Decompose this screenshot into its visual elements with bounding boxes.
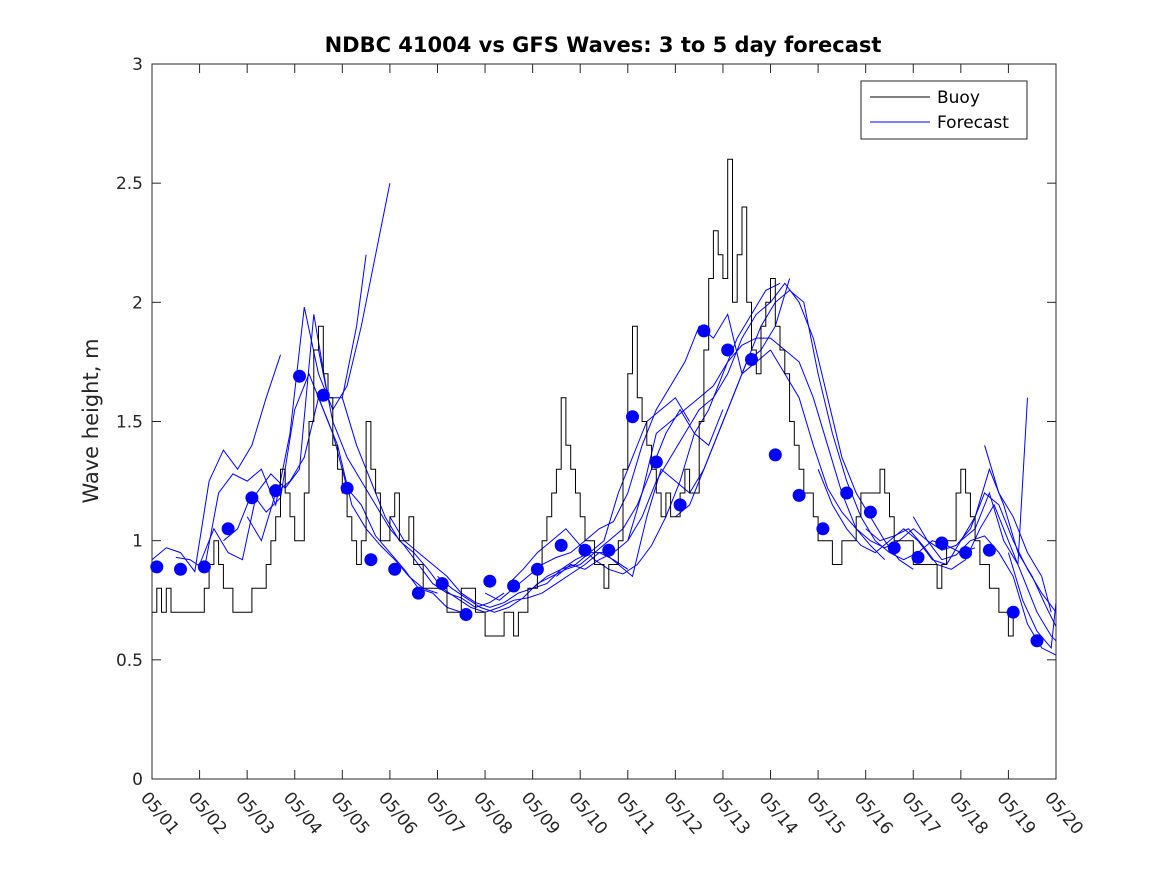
- x-tick-label: 05/01: [136, 788, 183, 838]
- forecast-point: [459, 608, 473, 621]
- forecast-series-line: [817, 467, 1057, 627]
- forecast-point: [935, 536, 949, 550]
- x-tick-label: 05/04: [279, 788, 326, 838]
- forecast-point: [293, 369, 306, 383]
- forecast-point: [602, 543, 616, 557]
- x-tick-label: 05/13: [707, 788, 754, 838]
- x-tick-label: 05/05: [326, 788, 373, 838]
- forecast-series-line: [770, 349, 1057, 613]
- chart-title: NDBC 41004 vs GFS Waves: 3 to 5 day fore…: [325, 33, 882, 57]
- x-tick-label: 05/18: [945, 788, 992, 838]
- forecast-series-line: [675, 289, 976, 561]
- forecast-point: [269, 484, 283, 498]
- forecast-series-line: [389, 396, 691, 608]
- forecast-series-line: [556, 337, 886, 577]
- forecast-point: [649, 455, 663, 469]
- forecast-series-line: [865, 503, 1057, 642]
- legend-label-forecast: Forecast: [937, 113, 1009, 133]
- forecast-point: [792, 488, 806, 502]
- y-axis-label: Wave height, m: [79, 338, 103, 503]
- forecast-series-line: [223, 372, 438, 594]
- forecast-point: [197, 560, 211, 574]
- forecast-point: [887, 541, 901, 555]
- x-tick-label: 05/19: [993, 788, 1040, 838]
- forecast-point: [483, 574, 497, 588]
- y-tick-label: 2: [132, 293, 143, 313]
- forecast-series-line: [175, 183, 391, 571]
- forecast-series-line: [151, 354, 281, 573]
- forecast-point: [507, 579, 521, 593]
- forecast-point: [174, 562, 187, 576]
- forecast-point: [150, 560, 164, 574]
- y-tick-label: 2.5: [116, 174, 143, 194]
- forecast-point: [959, 546, 973, 560]
- x-tick-label: 05/08: [469, 788, 516, 838]
- y-tick-label: 0: [132, 770, 143, 790]
- forecast-point: [316, 388, 330, 402]
- x-tick-label: 05/03: [231, 788, 278, 838]
- forecast-point: [411, 586, 425, 600]
- forecast-point: [911, 550, 925, 564]
- x-tick-label: 05/02: [184, 788, 231, 838]
- x-tick-label: 05/12: [660, 788, 707, 838]
- y-tick-label: 0.5: [116, 651, 143, 671]
- forecast-point: [840, 486, 854, 500]
- x-tick-label: 05/09: [517, 788, 564, 838]
- forecast-series-line: [199, 254, 367, 565]
- forecast-point: [768, 448, 782, 462]
- y-tick-label: 1: [132, 532, 143, 552]
- x-tick-label: 05/17: [897, 788, 944, 838]
- x-tick-label: 05/20: [1040, 788, 1087, 838]
- forecast-point: [554, 538, 568, 552]
- forecast-series-line: [318, 349, 505, 608]
- forecast-point: [863, 505, 877, 519]
- forecast-point: [578, 543, 592, 557]
- forecast-point: [982, 543, 996, 557]
- x-tick-label: 05/14: [755, 788, 802, 838]
- buoy-series-line: [152, 158, 1018, 637]
- forecast-point: [697, 324, 711, 338]
- x-tick-label: 05/11: [612, 788, 659, 838]
- forecast-series-line: [246, 396, 462, 613]
- forecast-point: [435, 577, 449, 591]
- legend-label-buoy: Buoy: [937, 88, 980, 108]
- legend: Buoy Forecast: [860, 80, 1028, 140]
- y-tick-label: 1.5: [116, 413, 143, 433]
- forecast-point: [364, 553, 378, 567]
- forecast-point: [1030, 634, 1044, 648]
- forecast-point: [530, 562, 544, 576]
- x-tick-label: 05/10: [564, 788, 611, 838]
- y-tick-label: 3: [132, 55, 143, 75]
- forecast-series-line: [960, 397, 1028, 567]
- forecast-series-line: [984, 445, 1052, 613]
- legend-box: [860, 80, 1028, 140]
- forecast-point: [673, 498, 687, 512]
- x-tick-label: 05/15: [802, 788, 849, 838]
- forecast-point: [816, 522, 830, 536]
- forecast-point: [340, 481, 354, 495]
- forecast-series-line: [1007, 552, 1057, 650]
- forecast-point: [721, 343, 735, 357]
- axes-box: [151, 63, 1057, 780]
- x-tick-label: 05/06: [374, 788, 421, 838]
- forecast-point: [1006, 605, 1020, 619]
- forecast-point: [245, 491, 259, 505]
- forecast-series-line: [912, 516, 1057, 656]
- x-tick-label: 05/16: [850, 788, 897, 838]
- forecast-point: [388, 562, 402, 576]
- x-tick-label: 05/07: [422, 788, 469, 838]
- forecast-point: [745, 353, 758, 366]
- forecast-point: [626, 410, 639, 424]
- forecast-series-line: [508, 282, 781, 584]
- forecast-point: [221, 522, 235, 536]
